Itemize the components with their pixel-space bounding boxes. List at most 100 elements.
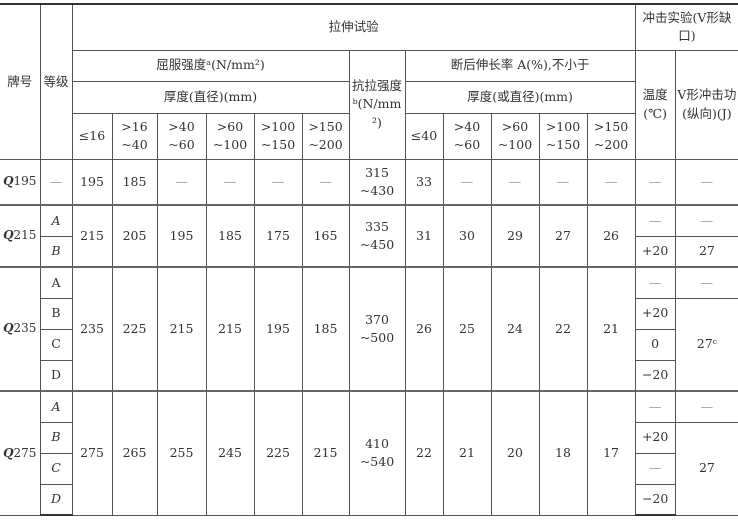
impact-energy-value: —: [674, 158, 738, 206]
grade-cell: A: [39, 390, 73, 423]
yield-value: 185: [301, 266, 350, 392]
tensile-value: 315~430: [348, 158, 406, 206]
temperature-value: —: [634, 204, 676, 237]
yield-range: >40~60: [156, 112, 207, 160]
grade-cell: A: [39, 266, 73, 299]
table-row: Q215 A 215 205 195 185 175 165 335~450 31 30 29 27 26…: [0, 204, 738, 268]
elongation-value: 18: [538, 390, 588, 516]
header-impact-energy: V形冲击功(纵向)(J): [674, 49, 738, 160]
yield-value: 215: [71, 204, 113, 268]
elongation-value: 27: [538, 204, 588, 268]
header-temperature: 温度(℃): [634, 49, 676, 160]
impact-energy-value: 27: [674, 235, 738, 268]
brand-cell: Q195: [0, 158, 41, 206]
elongation-value: —: [442, 158, 492, 206]
yield-range: ≤16: [72, 112, 113, 160]
impact-energy-value: 27ᶜ: [674, 297, 738, 392]
steel-properties-table: 牌号 等级 拉伸试验 冲击实验(V形缺口) 屈服强度ᵃ(N/mm²) 抗拉强度ᵇ…: [0, 3, 738, 516]
yield-value: 185: [111, 158, 158, 206]
elongation-value: —: [538, 158, 588, 206]
grade-cell: B: [40, 297, 73, 330]
elongation-value: 29: [490, 204, 540, 268]
yield-value: 165: [301, 204, 350, 268]
grade-cell: A: [39, 204, 73, 237]
header-brand: 牌号: [0, 3, 41, 160]
header-elongation: 断后伸长率 A(%),不小于: [404, 49, 636, 82]
table-row: Q195—195 185— — — —315~430 33— — — — — —: [0, 158, 738, 206]
table-row: Q235 A 235 225 215 215 195 185 370~500 26 25 24 22 21…: [0, 266, 738, 392]
temperature-value: +20: [634, 235, 676, 268]
yield-value: —: [301, 158, 350, 206]
elongation-value: 21: [586, 266, 636, 392]
temperature-value: —: [634, 158, 676, 206]
temperature-value: 0: [634, 328, 676, 361]
impact-energy-value: —: [674, 266, 738, 299]
yield-value: 235: [71, 266, 113, 392]
tensile-value: 410~540: [348, 390, 406, 516]
table-row: D −20: [0, 359, 738, 392]
elongation-value: 21: [442, 390, 492, 516]
elong-range: >150~200: [586, 112, 636, 160]
temperature-value: —: [634, 390, 676, 423]
elongation-value: 26: [586, 204, 636, 268]
temperature-value: +20: [634, 297, 676, 330]
table-body: Q195—195 185— — — —315~430 33— — — — — — Q215 A 215 20…: [0, 158, 738, 516]
grade-cell: B: [40, 235, 73, 268]
yield-value: 265: [111, 390, 158, 516]
header-yield-strength: 屈服强度ᵃ(N/mm²): [72, 49, 350, 82]
elongation-value: 31: [404, 204, 444, 268]
yield-value: 225: [253, 390, 303, 516]
impact-energy-value: —: [674, 390, 738, 423]
elong-range: ≤40: [404, 112, 444, 160]
yield-value: —: [156, 158, 207, 206]
temperature-value: −20: [634, 359, 676, 392]
elong-range: >40~60: [442, 112, 492, 160]
yield-value: —: [253, 158, 303, 206]
yield-value: 195: [156, 204, 207, 268]
brand-cell: Q275: [0, 390, 41, 516]
temperature-value: +20: [634, 421, 676, 454]
temperature-value: —: [634, 266, 676, 299]
table-row: B +20 27: [0, 421, 738, 516]
temperature-value: −20: [634, 483, 676, 516]
elongation-value: 22: [538, 266, 588, 392]
yield-range: >100~150: [253, 112, 303, 160]
yield-value: 245: [205, 390, 255, 516]
elongation-value: 26: [404, 266, 444, 392]
grade-cell: C: [40, 328, 73, 361]
brand-cell: Q215: [0, 204, 41, 268]
yield-value: 215: [205, 266, 255, 392]
grade-cell: B: [40, 421, 73, 454]
elongation-value: —: [490, 158, 540, 206]
yield-value: 195: [253, 266, 303, 392]
yield-range: >150~200: [301, 112, 350, 160]
header-quality-level: 等级: [39, 3, 73, 160]
yield-value: 275: [71, 390, 113, 516]
elongation-value: 22: [404, 390, 444, 516]
table-row: Q275 A 275 265 255 245 225 215 410~540 22 21 20 18 17…: [0, 390, 738, 516]
header-elong-thickness: 厚度(或直径)(mm): [404, 80, 636, 114]
elongation-value: 30: [442, 204, 492, 268]
tensile-value: 370~500: [348, 266, 406, 392]
yield-value: 255: [156, 390, 207, 516]
yield-value: 225: [111, 266, 158, 392]
header-tensile-strength: 抗拉强度ᵇ(N/mm²): [348, 49, 406, 160]
yield-range: >16~40: [111, 112, 158, 160]
tensile-value: 335~450: [348, 204, 406, 268]
brand-cell: Q235: [0, 266, 41, 392]
table-row: B +20 27ᶜ: [0, 297, 738, 392]
yield-value: 185: [205, 204, 255, 268]
table-row: C —: [0, 452, 738, 485]
grade-cell: —: [39, 158, 73, 206]
impact-energy-value: 27: [674, 421, 738, 516]
yield-value: 175: [253, 204, 303, 268]
impact-energy-value: —: [674, 204, 738, 237]
elongation-value: 20: [490, 390, 540, 516]
yield-value: 195: [71, 158, 113, 206]
grade-cell: C: [40, 452, 73, 485]
elongation-value: 33: [404, 158, 444, 206]
header-tensile-test: 拉伸试验: [71, 3, 636, 51]
table-row: D −20: [0, 483, 738, 516]
yield-value: 205: [111, 204, 158, 268]
